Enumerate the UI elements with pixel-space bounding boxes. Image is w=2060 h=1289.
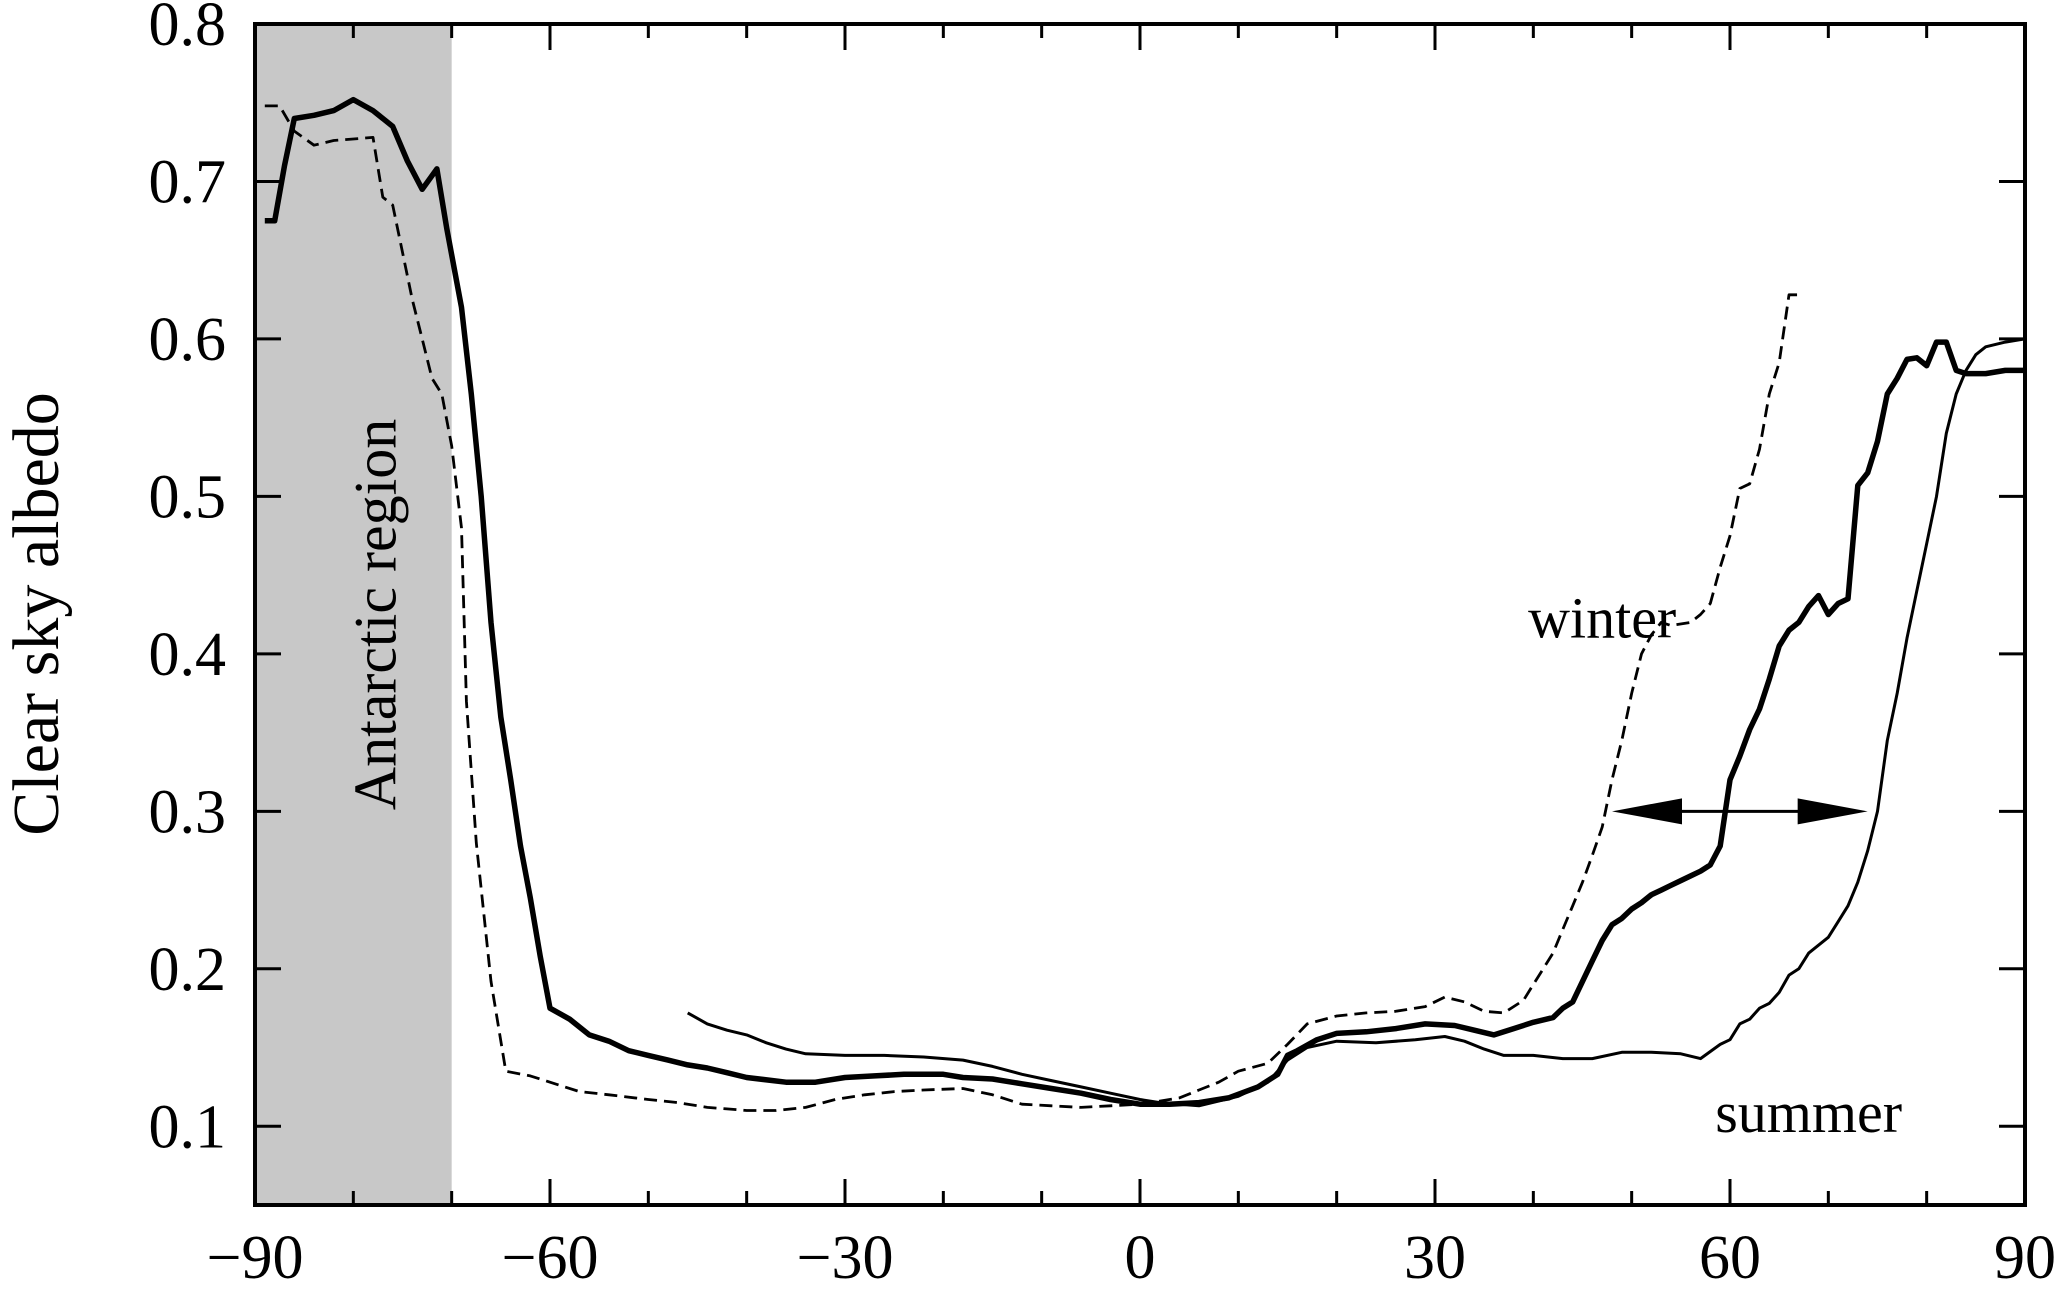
x-tick-label: −90 — [207, 1224, 304, 1284]
y-tick-label: 0.2 — [149, 936, 227, 1004]
y-tick-label: 0.8 — [149, 0, 227, 59]
y-tick-label: 0.6 — [149, 306, 227, 374]
antarctic-shaded-region — [255, 24, 452, 1205]
plot-frame — [253, 22, 2027, 1207]
series-layer — [264, 96, 2025, 1112]
y-tick-label: 0.1 — [149, 1093, 227, 1161]
x-tick-label: 30 — [1404, 1224, 1466, 1284]
tick-layer — [253, 22, 2027, 1205]
x-tick-label: −30 — [797, 1224, 894, 1284]
annotation-summer: summer — [1715, 1080, 1902, 1145]
y-tick-label: 0.5 — [149, 463, 227, 531]
x-tick-label: 60 — [1699, 1224, 1761, 1284]
arrow-head-left — [1612, 798, 1682, 825]
series-line-solid-thick — [264, 96, 2025, 1107]
x-tick-label: 0 — [1125, 1224, 1156, 1284]
annotation-layer: winter summer — [1528, 586, 1902, 1145]
x-tick-label: −60 — [502, 1224, 599, 1284]
antarctic-region-label: Antarctic region — [342, 419, 408, 811]
label-layer: −90 −60 −30 0 30 60 90 0.1 0.2 0.3 0.4 0.5 0.6 0.7 0.8 — [149, 0, 2057, 1289]
y-tick-label: 0.3 — [149, 778, 227, 846]
x-tick-label: 90 — [1994, 1224, 2056, 1284]
shaded-region-layer: Antarctic region — [255, 24, 452, 1205]
arrow-head-right — [1797, 798, 1868, 825]
annotation-winter: winter — [1528, 586, 1676, 651]
y-tick-label: 0.4 — [149, 621, 227, 689]
y-axis-title: Clear sky albedo — [0, 392, 73, 836]
y-tick-label: 0.7 — [149, 148, 227, 216]
series-line-dashed — [264, 104, 1799, 1112]
series-line-solid-thin — [686, 337, 2025, 1108]
